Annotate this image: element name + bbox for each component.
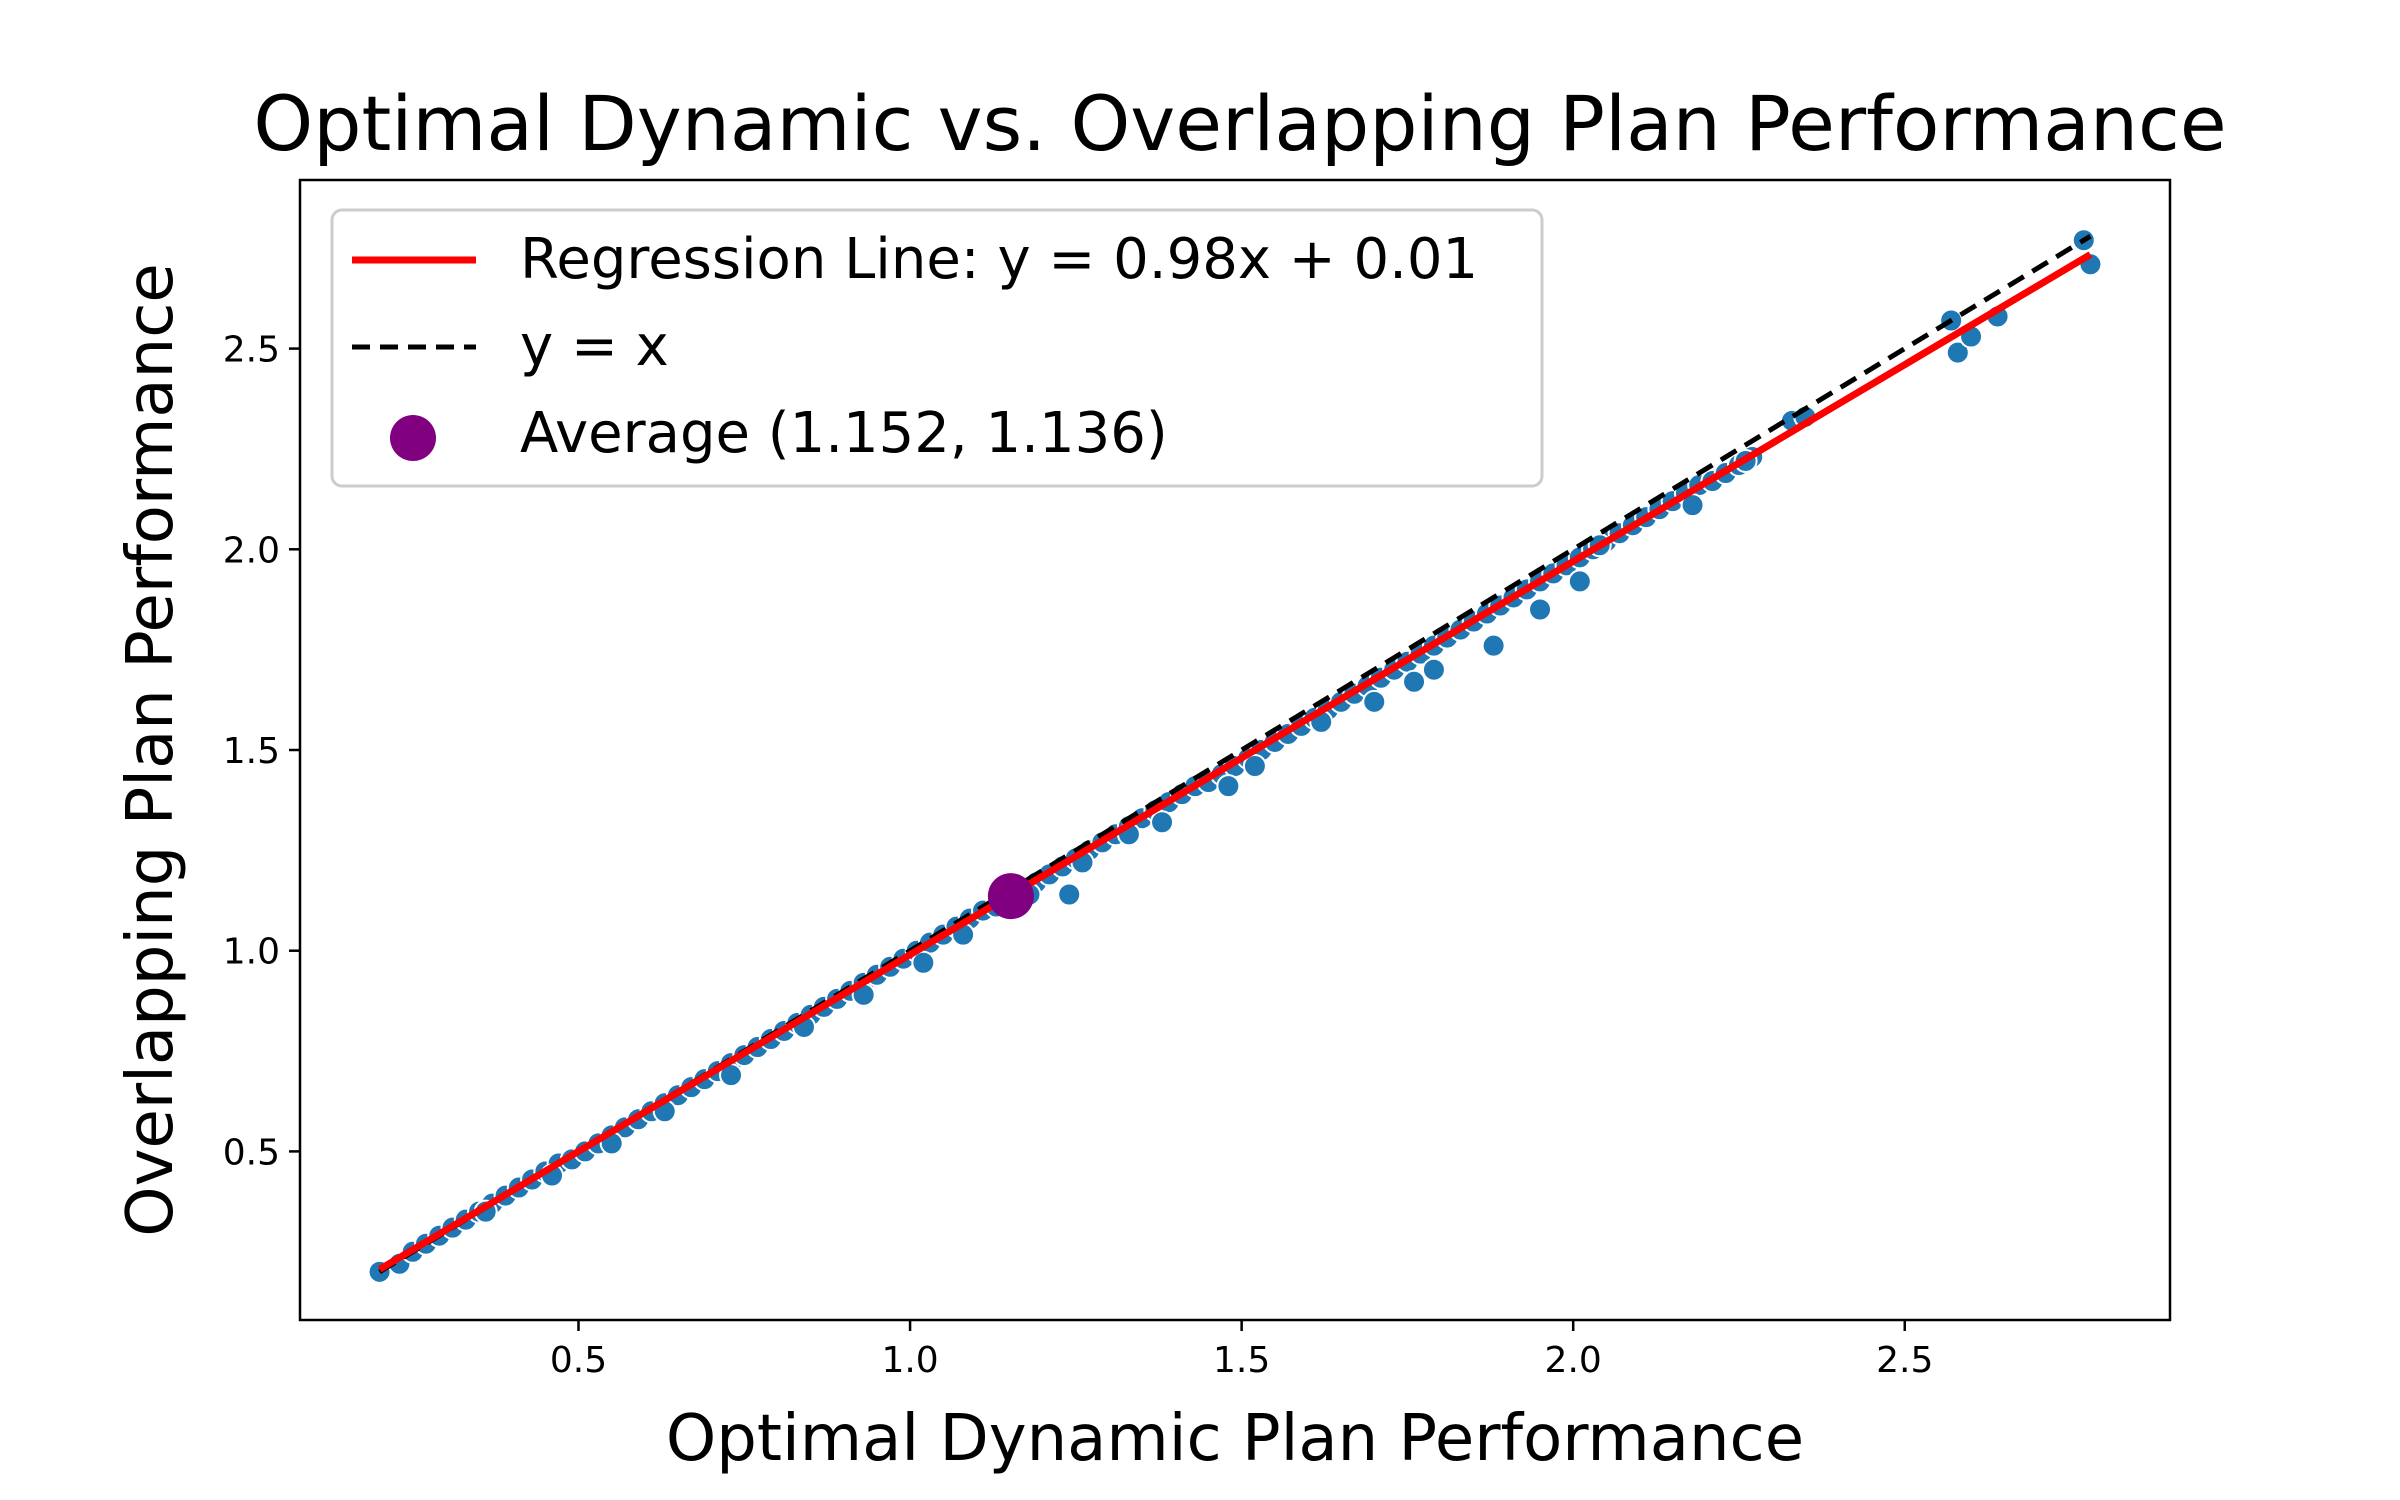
y-axis-label: Overlapping Plan Performance — [114, 263, 188, 1237]
plot-area — [367, 228, 2103, 1284]
legend-regression-label: Regression Line: y = 0.98x + 0.01 — [520, 227, 1478, 292]
data-point — [1945, 340, 1970, 365]
data-point — [1057, 882, 1082, 907]
data-point — [1362, 689, 1387, 714]
chart-title: Optimal Dynamic vs. Overlapping Plan Per… — [253, 79, 2226, 168]
data-point — [1216, 774, 1241, 799]
y-tick-label: 1.5 — [223, 731, 280, 772]
data-point — [911, 950, 936, 975]
data-point — [1528, 597, 1553, 622]
data-point — [1567, 569, 1592, 594]
data-point — [1481, 633, 1506, 658]
regression-line — [377, 251, 2093, 1273]
legend-average-swatch — [390, 415, 436, 461]
identity-line — [378, 234, 2092, 1274]
y-tick-label: 2.0 — [223, 530, 280, 571]
data-point — [1242, 754, 1267, 779]
data-point — [1402, 669, 1427, 694]
x-axis-label: Optimal Dynamic Plan Performance — [666, 1402, 1804, 1476]
legend-average-label: Average (1.152, 1.136) — [520, 401, 1168, 466]
legend-box — [330, 208, 1544, 488]
y-tick-label: 2.5 — [223, 330, 280, 371]
x-tick-label: 2.0 — [1545, 1340, 1602, 1381]
data-point — [1150, 810, 1175, 835]
y-tick-label: 1.0 — [223, 932, 280, 973]
y-tick-label: 0.5 — [223, 1132, 280, 1173]
x-axis-ticks: 0.5 1.0 1.5 2.0 2.5 — [550, 1320, 1933, 1381]
x-tick-label: 2.5 — [1876, 1340, 1933, 1381]
x-tick-label: 0.5 — [550, 1340, 607, 1381]
data-point — [1421, 657, 1446, 682]
x-tick-label: 1.5 — [1213, 1340, 1270, 1381]
average-marker — [987, 873, 1034, 920]
y-axis-ticks: 0.5 1.0 1.5 2.0 2.5 — [223, 330, 300, 1173]
x-tick-label: 1.0 — [881, 1340, 938, 1381]
legend-identity-label: y = x — [520, 314, 669, 379]
legend: Regression Line: y = 0.98x + 0.01 y = x … — [330, 208, 1544, 488]
